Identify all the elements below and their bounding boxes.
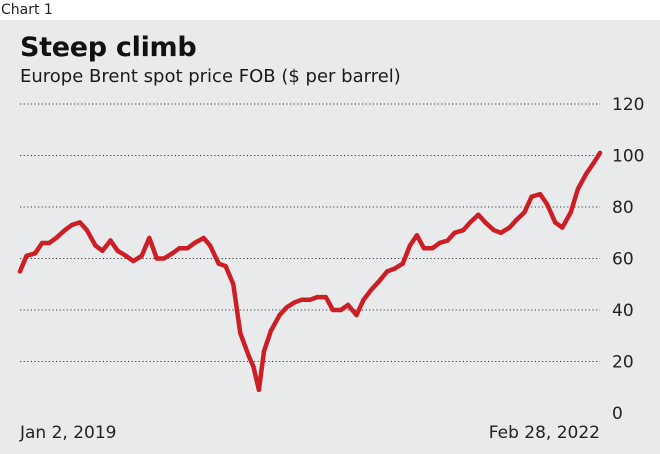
data-point-2020-01-15: [207, 243, 213, 248]
data-point-2020-10-15: [345, 302, 351, 308]
data-point-2019-07-15: [115, 248, 120, 253]
data-point-2019-12-01: [185, 246, 190, 251]
data-point-2021-01-01: [385, 269, 390, 274]
data-point-2021-02-01: [400, 261, 405, 266]
data-point-2020-08-15: [315, 294, 320, 300]
data-point-2019-06-15: [100, 248, 105, 253]
data-point-2021-03-01: [414, 233, 420, 238]
data-point-2021-11-01: [537, 191, 543, 197]
data-point-2019-07-01: [108, 238, 113, 243]
data-point-2019-10-15: [161, 256, 167, 261]
data-point-2020-12-01: [369, 287, 374, 292]
data-point-2019-01-02: [17, 269, 23, 274]
chart-title: Steep climb: [20, 32, 197, 63]
data-point-2019-05-15: [84, 228, 90, 233]
data-point-2020-05-15: [268, 328, 274, 333]
data-point-2020-03-15: [238, 331, 243, 336]
data-point-2019-02-15: [39, 240, 45, 246]
y-tick-label-40: 40: [612, 301, 634, 321]
data-point-2021-05-15: [452, 230, 457, 235]
data-point-2022-01-01: [568, 210, 573, 215]
data-point-2021-10-01: [522, 210, 527, 215]
y-axis-tick-labels: 0 20 40 60 80 100 120: [612, 95, 644, 424]
data-point-2020-10-01: [338, 307, 344, 313]
data-point-2019-08-15: [131, 258, 136, 264]
data-point-2020-09-01: [323, 294, 328, 300]
data-point-2019-09-01: [139, 253, 144, 259]
data-point-2019-10-01: [154, 256, 159, 261]
x-axis-tick-labels: Jan 2, 2019 Feb 28, 2022: [19, 423, 600, 443]
data-point-2019-04-15: [69, 222, 75, 228]
data-point-2019-03-15: [54, 235, 59, 241]
data-point-2020-06-15: [284, 305, 289, 310]
data-point-2020-11-01: [354, 312, 359, 318]
y-tick-label-60: 60: [612, 250, 634, 270]
data-point-2021-02-15: [407, 243, 413, 248]
data-point-2021-06-15: [468, 220, 473, 225]
data-point-2021-12-15: [560, 225, 565, 230]
data-point-2021-12-01: [553, 220, 558, 225]
y-tick-label-80: 80: [612, 198, 634, 218]
chart-number-label: Chart 1: [1, 2, 53, 18]
data-point-2021-04-01: [430, 246, 435, 251]
data-point-2020-12-15: [376, 279, 381, 284]
data-point-2021-04-15: [437, 240, 442, 246]
data-point-2019-09-16: [147, 235, 152, 241]
y-tick-label-120: 120: [612, 95, 644, 115]
data-point-2021-07-01: [476, 212, 481, 217]
data-point-2021-10-15: [529, 194, 534, 199]
data-point-2022-02-28: [597, 150, 603, 156]
data-point-2020-06-01: [277, 312, 282, 318]
data-point-2021-08-15: [498, 230, 504, 235]
data-point-2022-02-15: [591, 161, 596, 166]
data-point-2019-03-01: [47, 240, 52, 246]
series-layer: [17, 150, 603, 393]
data-point-2021-01-15: [392, 266, 397, 271]
data-point-2021-05-01: [445, 238, 450, 243]
data-point-2021-06-01: [461, 228, 466, 233]
chart-subtitle: Europe Brent spot price FOB ($ per barre…: [20, 66, 401, 87]
data-point-2022-02-01: [584, 171, 589, 176]
data-point-2022-01-15: [575, 186, 581, 192]
data-point-2021-11-15: [545, 202, 550, 207]
data-point-2020-04-21: [256, 387, 262, 392]
data-point-2020-03-01: [231, 282, 236, 287]
data-point-2021-08-01: [491, 228, 497, 233]
gridlines: [20, 103, 600, 362]
y-tick-label-0: 0: [612, 404, 623, 424]
data-point-2021-07-15: [483, 220, 488, 225]
chart-panel: [0, 20, 660, 454]
y-tick-label-20: 20: [612, 353, 634, 373]
data-point-2020-07-15: [299, 297, 304, 302]
data-point-2019-11-01: [170, 251, 175, 256]
data-point-2020-11-15: [361, 297, 366, 302]
y-tick-label-100: 100: [612, 147, 644, 167]
data-point-2020-04-01: [246, 354, 252, 359]
data-point-2020-02-01: [216, 261, 221, 266]
data-point-2019-08-01: [123, 253, 129, 259]
data-point-2019-02-01: [32, 251, 38, 256]
data-point-2021-03-15: [421, 246, 427, 251]
price-series-line: [17, 150, 603, 393]
data-point-2020-08-01: [308, 297, 313, 302]
data-point-2020-05-01: [261, 349, 267, 354]
data-point-2020-02-15: [223, 264, 228, 269]
data-point-2021-09-01: [507, 225, 512, 230]
data-point-2020-01-02: [201, 235, 206, 241]
data-point-2020-09-15: [330, 307, 336, 313]
data-point-2020-07-01: [292, 300, 297, 305]
data-point-2019-06-01: [93, 243, 98, 248]
data-point-2019-11-15: [177, 246, 182, 251]
data-point-2021-09-15: [514, 217, 519, 223]
data-point-2019-04-01: [62, 228, 67, 233]
x-tick-label-start: Jan 2, 2019: [19, 423, 117, 443]
x-tick-label-end: Feb 28, 2022: [489, 423, 600, 443]
data-point-2019-12-15: [192, 240, 197, 246]
data-point-2020-04-10: [251, 364, 256, 369]
data-point-2019-01-15: [24, 253, 29, 259]
data-point-2019-05-01: [77, 220, 83, 225]
